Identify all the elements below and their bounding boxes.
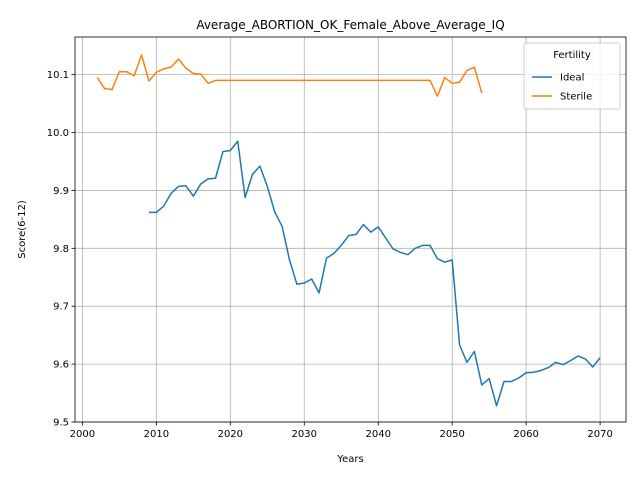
x-tick-label: 2040: [366, 429, 391, 440]
y-tick-label: 9.6: [53, 360, 69, 371]
legend-box: [523, 42, 621, 110]
x-tick-label: 2060: [513, 429, 538, 440]
plot-frame: [74, 36, 627, 423]
y-tick-label: 9.9: [53, 186, 69, 197]
x-tick-label: 2050: [439, 429, 464, 440]
y-tick-label: 10.1: [47, 70, 69, 81]
y-tick-label: 9.5: [53, 418, 69, 429]
x-axis-ticks: 2000 2010 2020 2030 2040 2050 2060 2070: [70, 422, 613, 440]
x-tick-label: 2010: [144, 429, 169, 440]
y-tick-label: 9.7: [53, 302, 69, 313]
legend-entries: Ideal Sterile: [532, 73, 592, 103]
series-line-ideal: [148, 140, 601, 407]
x-tick-label: 2000: [70, 429, 95, 440]
y-axis-label: Score(6-12): [17, 200, 28, 259]
x-tick-label: 2030: [292, 429, 317, 440]
chart-title: Average_ABORTION_OK_Female_Above_Average…: [196, 18, 504, 32]
legend: Fertility Ideal Sterile: [523, 42, 621, 110]
x-axis-label: Years: [336, 454, 363, 465]
x-tick-label: 2020: [218, 429, 243, 440]
x-tick-label: 2070: [587, 429, 612, 440]
y-tick-label: 10.0: [47, 128, 69, 139]
y-axis-ticks: 9.5 9.6 9.7 9.8 9.9 10.0 10.1: [47, 70, 75, 429]
series-layer: [96, 54, 601, 407]
legend-label-ideal: Ideal: [560, 73, 584, 84]
legend-label-sterile: Sterile: [560, 92, 592, 103]
series-line-sterile: [96, 54, 483, 97]
y-tick-label: 9.8: [53, 244, 69, 255]
legend-title: Fertility: [553, 50, 591, 61]
